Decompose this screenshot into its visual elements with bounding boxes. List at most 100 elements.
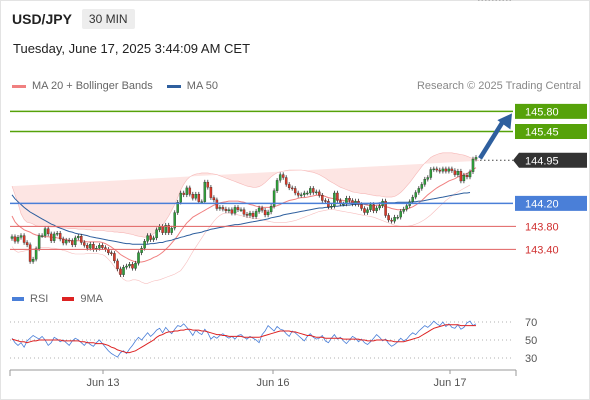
candle [233, 205, 237, 216]
x-tick-label: Jun 16 [256, 377, 289, 389]
candle [278, 172, 282, 183]
candle-body-bear [348, 198, 351, 201]
candle [411, 194, 414, 204]
candle-body-bull [266, 211, 270, 216]
current-price-label: 144.95 [525, 155, 559, 167]
candle [293, 186, 297, 196]
candle [405, 203, 408, 212]
candle [25, 240, 29, 248]
candle [209, 185, 213, 200]
candle [92, 241, 95, 252]
candle [465, 172, 469, 180]
candle-body-bull [200, 201, 204, 203]
candle-body-bull [37, 235, 41, 249]
candle [40, 233, 44, 238]
candle [31, 256, 35, 264]
candle-body-bear [25, 242, 29, 245]
candle-body-bear [390, 219, 393, 222]
candle-body-bull [378, 205, 381, 209]
candle [414, 190, 417, 200]
ma50-swatch [166, 84, 181, 88]
candle-body-bull [122, 267, 125, 275]
candle-body-bear [83, 242, 86, 246]
candle [215, 197, 219, 211]
candle-body-bull [423, 179, 427, 185]
x-tick-label: Jun 13 [86, 377, 119, 389]
candle [167, 222, 170, 235]
candle [459, 168, 463, 184]
candle [206, 179, 210, 190]
candle [438, 167, 442, 174]
candle [80, 233, 83, 245]
candle-body-bull [414, 192, 417, 198]
bollinger-band-fill [12, 152, 479, 238]
candle-body-bear [149, 235, 152, 240]
candle [119, 266, 122, 277]
candle [128, 262, 131, 269]
candle-body-bull [309, 188, 312, 194]
rsi-ma-line [11, 324, 476, 354]
candle [182, 190, 185, 198]
candle-body-bear [116, 260, 119, 270]
candle-body-bull [303, 192, 306, 195]
candle-body-bear [318, 191, 321, 196]
candle-body-bull [468, 171, 472, 178]
candle [447, 166, 451, 174]
x-tick-label: Jun 17 [433, 377, 466, 389]
candle-body-bear [71, 240, 74, 245]
candle [173, 210, 176, 231]
pivot-label-box [515, 195, 587, 211]
current-price-box [513, 152, 587, 168]
candle [299, 192, 303, 198]
resistance-label-box [515, 124, 587, 139]
candle-body-bull [19, 235, 23, 238]
candle-body-bull [74, 237, 77, 245]
candle [55, 231, 59, 237]
candle [19, 233, 23, 240]
candle-body-bear [67, 240, 71, 242]
candle [236, 205, 240, 212]
candle-body-bull [10, 236, 14, 239]
candle [113, 251, 116, 264]
candle [453, 168, 457, 177]
rsi-ma-label: 9MA [80, 293, 103, 305]
candle-body-bull [185, 187, 189, 195]
ma50-label: MA 50 [186, 80, 218, 92]
rsi-legend: RSI 9MA [12, 293, 117, 305]
candle-body-bull [176, 202, 179, 213]
candle [140, 245, 143, 256]
candle-body-bull [89, 244, 92, 249]
candle-body-bear [61, 238, 65, 244]
resistance-label: 145.80 [525, 106, 559, 118]
timeframe-badge[interactable]: 30 MIN [81, 9, 135, 29]
candle-body-bull [40, 235, 44, 237]
candle-body-bull [52, 233, 56, 241]
rsi-tick-label: 30 [525, 353, 537, 365]
candle-body-bull [152, 237, 155, 240]
candle [242, 207, 246, 217]
candle-body-bear [188, 187, 192, 195]
candle-body-bull [227, 209, 231, 212]
candle-body-bear [293, 188, 297, 194]
candle-body-bear [296, 192, 300, 196]
candle [423, 176, 427, 187]
candle-body-bull [77, 236, 80, 239]
candle [107, 247, 110, 256]
candle [287, 182, 291, 191]
rsi-swatch [12, 297, 24, 301]
candle-body-bull [16, 237, 20, 242]
candle-body-bull [64, 240, 68, 244]
candle-body-bull [98, 245, 101, 249]
candle-body-bear [206, 181, 210, 188]
legend-item-bollinger: MA 20 + Bollinger Bands [12, 80, 153, 92]
candle-body-bull [203, 181, 207, 202]
candle-body-bear [119, 268, 122, 275]
candle-body-bull [233, 207, 237, 214]
candle [191, 191, 195, 201]
credit-text: Research © 2025 Trading Central [416, 80, 581, 92]
timestamp: Tuesday, June 17, 2025 3:44:09 AM CET [13, 41, 251, 56]
candle [194, 191, 198, 201]
candle [333, 190, 336, 209]
candle-body-bull [399, 211, 402, 218]
